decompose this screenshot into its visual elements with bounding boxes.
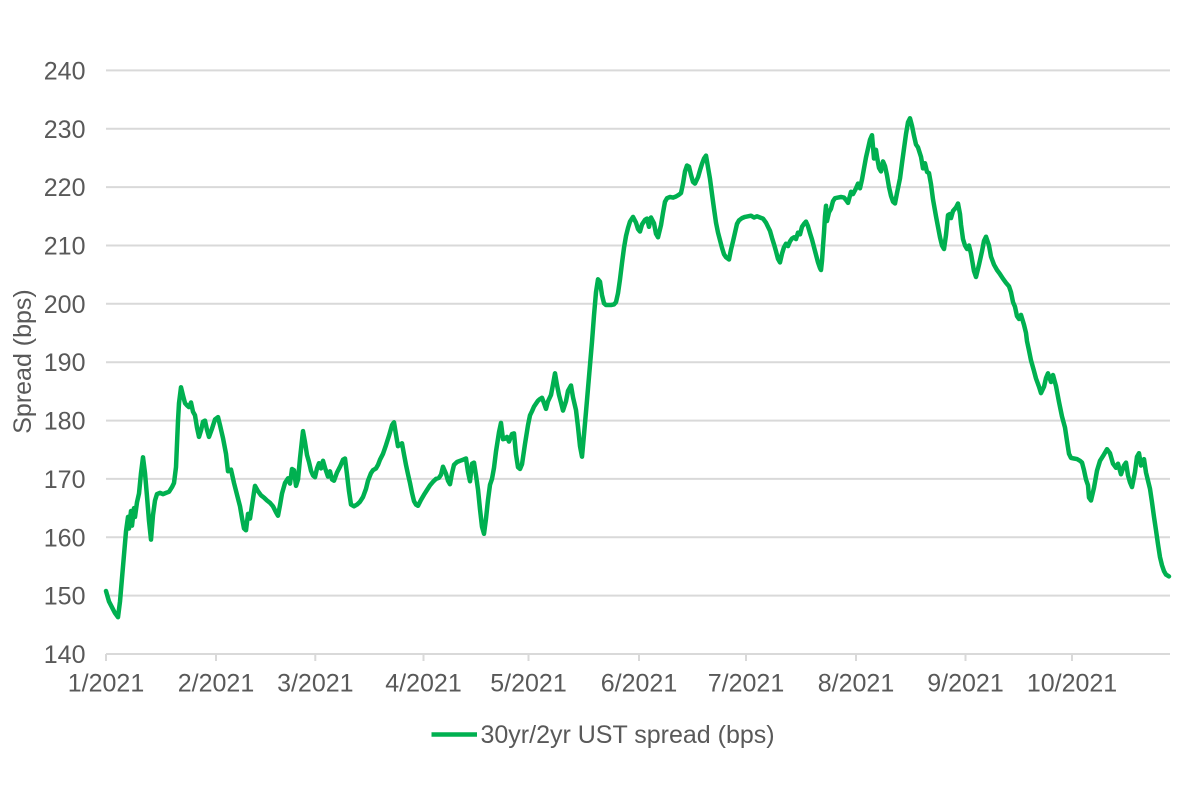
svg-text:180: 180 — [44, 408, 86, 436]
svg-text:2/2021: 2/2021 — [178, 670, 254, 698]
svg-text:170: 170 — [44, 466, 86, 494]
svg-text:240: 240 — [44, 57, 86, 85]
svg-text:10/2021: 10/2021 — [1027, 670, 1117, 698]
svg-text:1/2021: 1/2021 — [68, 670, 144, 698]
svg-text:8/2021: 8/2021 — [818, 670, 894, 698]
svg-text:140: 140 — [44, 641, 86, 669]
svg-text:190: 190 — [44, 349, 86, 377]
svg-text:7/2021: 7/2021 — [708, 670, 784, 698]
svg-text:210: 210 — [44, 233, 86, 261]
svg-text:30yr/2yr UST spread (bps): 30yr/2yr UST spread (bps) — [481, 721, 775, 749]
svg-text:9/2021: 9/2021 — [927, 670, 1003, 698]
svg-text:230: 230 — [44, 116, 86, 144]
svg-text:220: 220 — [44, 174, 86, 202]
svg-text:5/2021: 5/2021 — [490, 670, 566, 698]
svg-text:200: 200 — [44, 291, 86, 319]
svg-text:4/2021: 4/2021 — [385, 670, 461, 698]
svg-text:Spread (bps): Spread (bps) — [9, 289, 37, 434]
svg-text:160: 160 — [44, 524, 86, 552]
svg-text:6/2021: 6/2021 — [601, 670, 677, 698]
svg-text:150: 150 — [44, 583, 86, 611]
svg-text:3/2021: 3/2021 — [277, 670, 353, 698]
